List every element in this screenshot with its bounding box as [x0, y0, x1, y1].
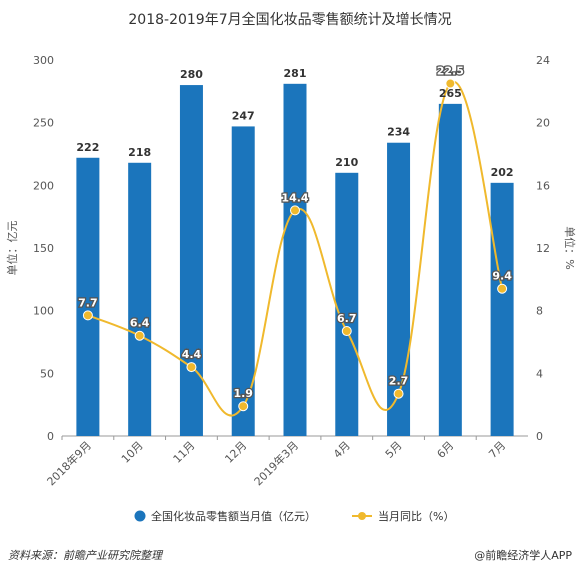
y-right-tick-label: 8 [536, 305, 543, 318]
bar-value-label: 280 [180, 68, 203, 81]
bar-value-label: 265 [439, 87, 462, 100]
legend-line-label: 当月同比（%） [378, 509, 454, 523]
bar [387, 142, 411, 436]
line-point [290, 205, 300, 216]
y-left-tick-label: 300 [33, 54, 54, 67]
line-value-label: 4.4 [182, 348, 202, 361]
legend-bar-swatch [134, 510, 146, 522]
y-left-tick-label: 0 [47, 430, 54, 443]
x-tick-label: 7月 [486, 439, 508, 461]
bar [231, 126, 255, 436]
bar [490, 182, 514, 436]
x-tick-label: 11月 [171, 439, 198, 466]
bar-value-label: 210 [335, 156, 358, 169]
y-left-axis-label: 单位：亿元 [5, 221, 19, 276]
bar [128, 162, 152, 437]
line-value-label: 1.9 [233, 387, 253, 400]
footer-source: 资料来源：前瞻产业研究院整理 [8, 549, 164, 562]
line-point [497, 283, 508, 294]
bar [438, 103, 462, 436]
y-left-tick-label: 50 [40, 367, 54, 380]
y-right-tick-label: 4 [536, 367, 543, 380]
x-tick-label: 2018年9月 [44, 438, 94, 488]
line-value-label: 22.5 [437, 65, 464, 78]
x-tick-label: 12月 [222, 439, 249, 466]
bar-value-label: 202 [491, 166, 514, 179]
x-tick-label: 5月 [383, 439, 405, 461]
line-value-label: 2.7 [389, 375, 409, 388]
line-series [82, 78, 508, 417]
y-right-tick-label: 12 [536, 242, 550, 255]
line-point [186, 362, 197, 373]
line-point [341, 326, 352, 337]
x-tick-label: 10月 [119, 439, 146, 466]
bar [179, 85, 203, 437]
bar [283, 83, 307, 437]
y-left-tick-label: 250 [33, 117, 54, 130]
legend: 全国化妆品零售额当月值（亿元） 当月同比（%） [134, 509, 454, 523]
line-value-label: 9.4 [492, 270, 512, 283]
bar-value-label: 222 [76, 141, 99, 154]
bar-value-label: 234 [387, 126, 410, 139]
bar [76, 157, 100, 436]
line-value-label: 14.4 [281, 191, 308, 204]
line-value-label: 7.7 [78, 296, 98, 309]
bar-value-label: 218 [128, 146, 151, 159]
y-left-tick-label: 150 [33, 242, 54, 255]
x-tick-label: 4月 [331, 439, 353, 461]
data-labels: 222 218 280 247 281 210 234 265 202 7.7 6.4 4.4 1.9 1… [76, 63, 514, 401]
line-point [238, 401, 249, 412]
y-right-tick-label: 0 [536, 430, 543, 443]
y-right-tick-label: 20 [536, 117, 550, 130]
line-value-label: 6.4 [130, 317, 150, 330]
y-right-axis-label: 单位：% [563, 226, 577, 269]
legend-line-marker [358, 512, 366, 520]
y-left-tick-label: 200 [33, 179, 54, 192]
y-right-tick-label: 16 [536, 179, 550, 192]
bar-value-label: 247 [232, 109, 255, 122]
y-right-tick-label: 24 [536, 54, 550, 67]
line-point [393, 388, 404, 399]
chart-title: 2018-2019年7月全国化妆品零售额统计及增长情况 [128, 11, 451, 28]
footer-brand: @前瞻经济学人APP [474, 548, 572, 562]
line-value-label: 6.7 [337, 312, 357, 325]
line-point [445, 78, 456, 89]
bar [335, 172, 359, 437]
y-left-tick-label: 100 [33, 305, 54, 318]
bar-value-label: 281 [284, 67, 307, 80]
legend-bar-label: 全国化妆品零售额当月值（亿元） [151, 509, 316, 523]
x-tick-label: 6月 [435, 439, 457, 461]
x-tick-label: 2019年3月 [251, 438, 301, 488]
bar-series [76, 83, 514, 437]
line-point [82, 310, 93, 321]
line-point [134, 330, 145, 341]
